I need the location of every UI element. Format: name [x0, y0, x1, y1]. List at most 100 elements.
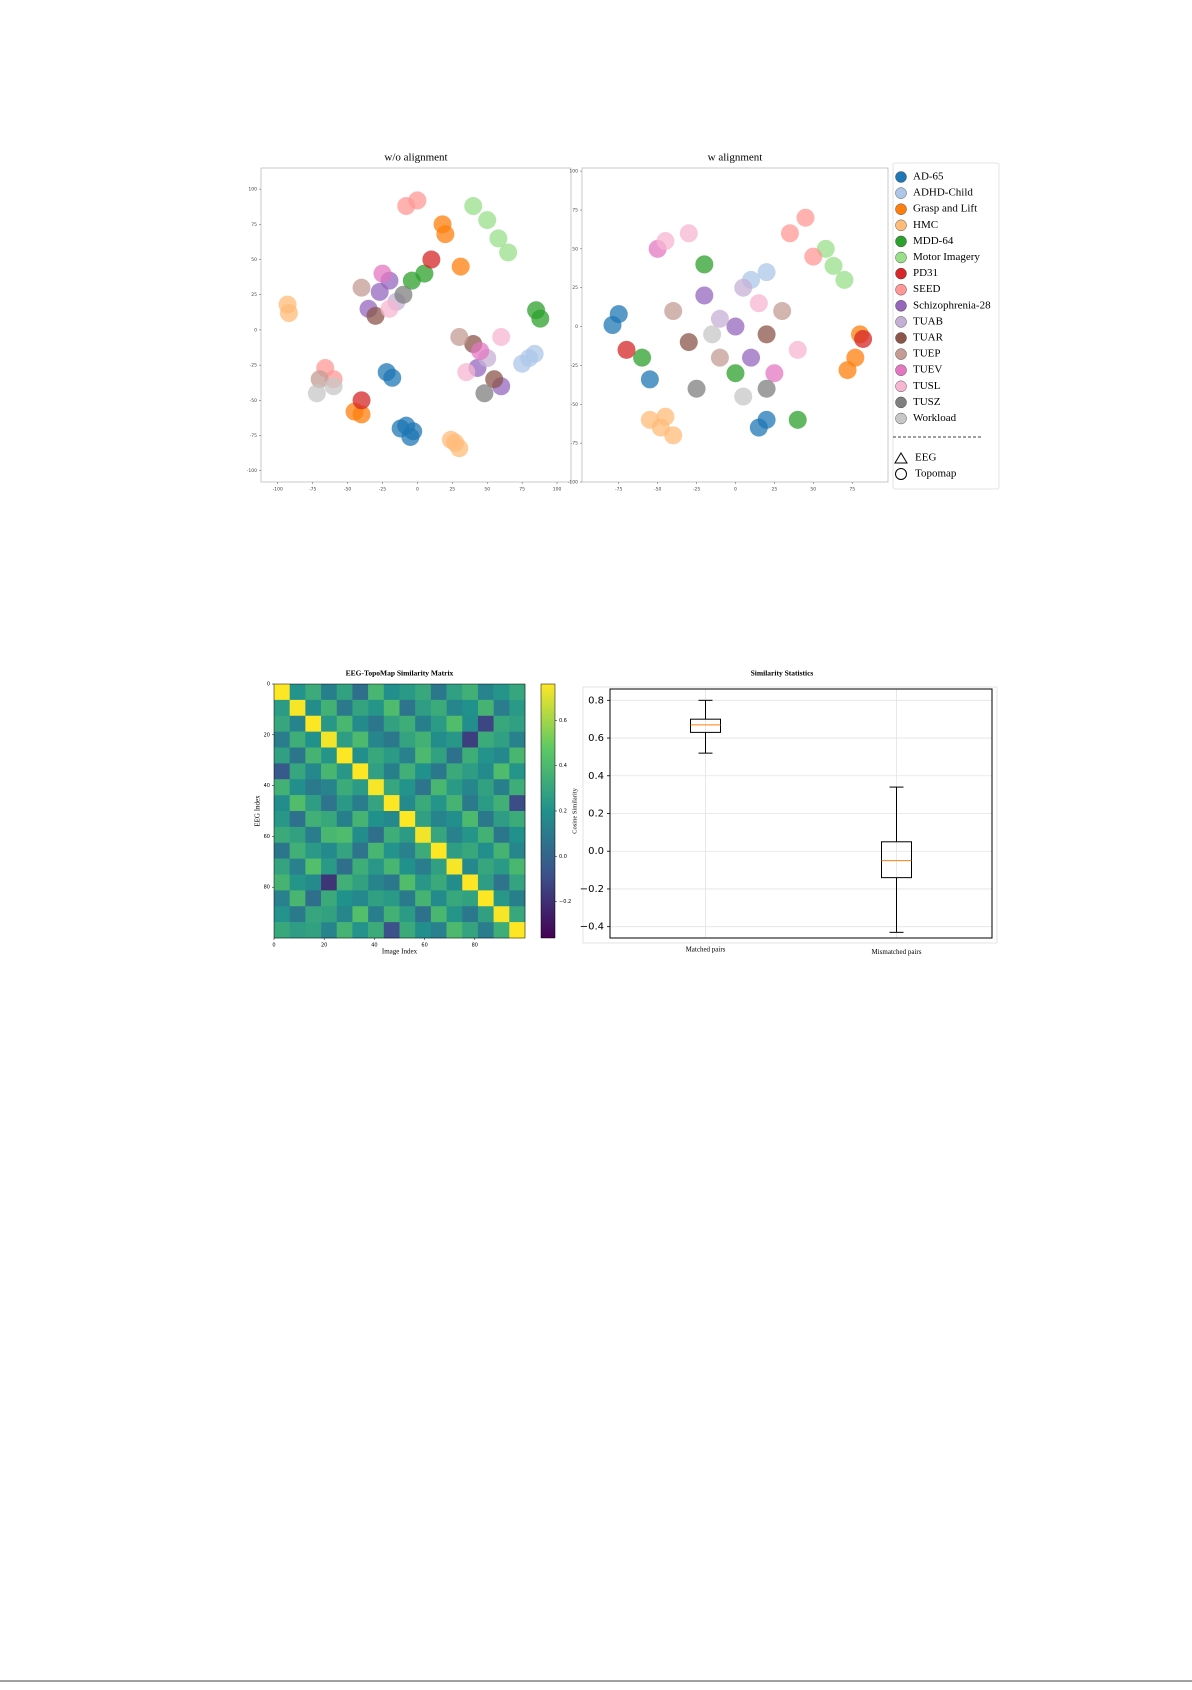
scatter-point [352, 278, 371, 297]
heatmap-cell [415, 715, 432, 732]
heatmap-cell [493, 731, 510, 748]
legend-label: ADHD-Child [913, 187, 973, 199]
heatmap-cell [477, 906, 494, 923]
x-tick-label: -75 [615, 487, 622, 493]
heatmap-cell [368, 715, 385, 732]
scatter-point [838, 361, 857, 380]
legend-label: EEG [915, 452, 936, 464]
heatmap-cell [321, 906, 338, 923]
heatmap-cell [477, 699, 494, 717]
heatmap-cell [462, 922, 479, 939]
y-tick-label: 0 [254, 327, 257, 333]
heatmap-cell [415, 922, 432, 939]
heatmap-cell [383, 906, 400, 923]
heatmap-cell [415, 858, 432, 875]
colorbar [540, 683, 556, 939]
heatmap-cell [305, 811, 322, 828]
heatmap-cell [368, 906, 385, 923]
y-tick-label: -75 [250, 433, 257, 439]
scatter-point [640, 370, 659, 389]
scatter-point [478, 211, 497, 230]
heatmap-cell [462, 858, 479, 875]
y-tick-label: -50 [571, 402, 578, 408]
heatmap-cell [289, 842, 306, 859]
heatmap-cell [415, 684, 432, 701]
heatmap-cell [493, 763, 510, 780]
legend-swatch [895, 316, 907, 328]
heatmap-cell [352, 731, 369, 748]
heatmap-cell [305, 747, 322, 764]
heatmap-cell [477, 715, 494, 732]
heatmap-cell [399, 731, 416, 748]
colorbar-tick-label: 0.6 [559, 718, 567, 724]
scatter-point [710, 309, 729, 328]
heatmap-cell [274, 684, 290, 701]
heatmap-cell [415, 874, 432, 891]
scatter-point [679, 224, 698, 243]
scatter-point [757, 410, 776, 429]
scatter-point [373, 264, 392, 283]
chart-title: EEG-TopoMap Similarity Matrix [346, 669, 454, 678]
y-tick-label: 50 [572, 246, 578, 252]
heatmap-cell [274, 699, 290, 717]
heatmap-cell [493, 699, 510, 717]
heatmap-cell [321, 811, 338, 828]
heatmap-cell [274, 763, 290, 780]
heatmap-cell [368, 858, 385, 875]
y-tick-label: 25 [572, 285, 578, 291]
heatmap-cell [462, 874, 479, 891]
heatmap-cell [383, 779, 400, 796]
heatmap-cell [446, 858, 463, 875]
heatmap-cell [446, 906, 463, 923]
x-tick-label: 50 [810, 487, 816, 493]
heatmap-cell [446, 763, 463, 780]
heatmap-cell [477, 811, 494, 828]
heatmap-cell [289, 747, 306, 764]
y-tick-label: 0 [267, 682, 270, 688]
heatmap-cell [305, 763, 322, 780]
heatmap-cell [305, 684, 322, 701]
scatter-point [757, 263, 776, 282]
y-tick-label: 0.2 [588, 809, 604, 820]
heatmap-cell [383, 763, 400, 780]
colorbar-tick-label: 0.0 [559, 854, 567, 860]
heatmap-cell [493, 874, 510, 891]
legend-label: Workload [913, 412, 957, 424]
legend-swatch [895, 396, 907, 409]
heatmap-cell [477, 747, 494, 764]
colorbar-label: Cosine Similarity [571, 787, 578, 833]
scatter-point [757, 379, 776, 398]
x-tick-label: -25 [693, 487, 700, 493]
legend-label: PD31 [913, 267, 938, 279]
legend-swatch [895, 235, 907, 248]
legend-label: TUAR [913, 332, 944, 344]
scatter-point [352, 391, 371, 410]
heatmap-cell [446, 684, 463, 701]
y-tick-label: 20 [264, 732, 270, 738]
y-tick-label: 0.8 [588, 695, 604, 706]
y-tick-label: 80 [264, 885, 270, 891]
heatmap-cell [509, 715, 526, 732]
heatmap-cell [509, 811, 526, 828]
heatmap-cell [274, 715, 290, 732]
x-axis-label: Image Index [382, 948, 418, 956]
heatmap-cell [446, 811, 463, 828]
heatmap-cell [321, 795, 338, 812]
scatter-point [609, 305, 628, 324]
panel-title: w/o alignment [384, 152, 447, 164]
heatmap-cell [399, 842, 416, 859]
heatmap-cell [352, 922, 369, 939]
heatmap-cell [321, 858, 338, 875]
heatmap-cell [399, 684, 416, 701]
heatmap-cell [430, 858, 447, 875]
heatmap-cell [352, 684, 369, 701]
y-tick-label: 100 [569, 169, 578, 175]
heatmap-cell [352, 890, 369, 907]
heatmap-cell [289, 684, 306, 701]
heatmap-cell [430, 699, 447, 717]
legend-label: TUSL [913, 380, 941, 392]
x-tick-label: 80 [472, 943, 478, 949]
heatmap-cell [430, 715, 447, 732]
heatmap-cell [274, 795, 290, 812]
